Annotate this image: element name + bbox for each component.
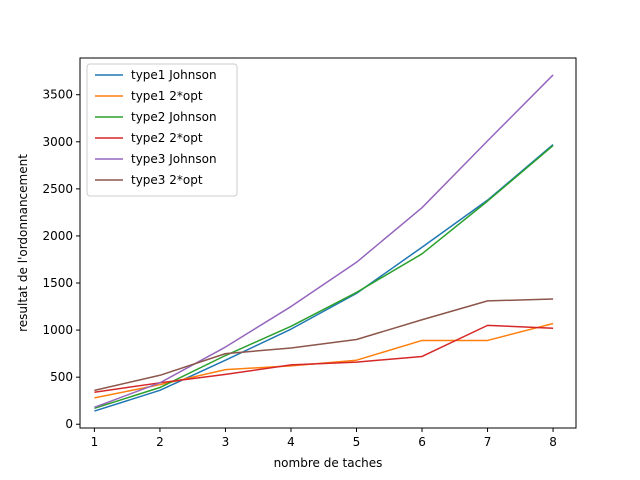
x-axis-ticks: 1 2 3 4 5 6 7 8 (91, 428, 557, 449)
y-tick-label: 3000 (42, 135, 73, 149)
y-tick-label: 3500 (42, 88, 73, 102)
x-tick-label: 5 (353, 435, 361, 449)
y-tick-label: 2000 (42, 229, 73, 243)
legend: type1 Johnson type1 2*opt type2 Johnson typ… (86, 63, 238, 197)
y-tick-label: 1500 (42, 276, 73, 290)
legend-label: type1 2*opt (131, 89, 203, 103)
y-axis-label: resultat de l'ordonnancement (16, 154, 30, 332)
series-line-type3-2-opt (94, 298, 554, 392)
legend-label: type2 Johnson (131, 110, 217, 124)
y-tick-label: 0 (65, 417, 73, 431)
x-tick-label: 7 (484, 435, 492, 449)
legend-label: type2 2*opt (131, 131, 203, 145)
x-tick-label: 3 (222, 435, 230, 449)
x-tick-label: 2 (156, 435, 164, 449)
legend-label: type3 Johnson (131, 152, 217, 166)
y-tick-label: 2500 (42, 182, 73, 196)
x-axis-label: nombre de taches (274, 456, 383, 470)
x-tick-label: 4 (287, 435, 295, 449)
y-tick-label: 1000 (42, 323, 73, 337)
x-tick-label: 8 (549, 435, 557, 449)
x-tick-label: 1 (91, 435, 99, 449)
legend-box (86, 63, 238, 197)
series-lines (94, 74, 554, 412)
plot-area-frame (79, 57, 577, 429)
series-line-type2-2-opt (94, 324, 554, 393)
series-line-type2-johnson (94, 144, 554, 409)
series-line-type3-johnson (94, 74, 554, 408)
x-tick-label: 6 (418, 435, 426, 449)
series-line-type1-johnson (94, 144, 554, 412)
legend-label: type3 2*opt (131, 173, 203, 187)
legend-label: type1 Johnson (131, 68, 217, 82)
y-tick-label: 500 (50, 370, 73, 384)
y-axis-ticks: 0 500 1000 1500 2000 2500 3000 3500 (42, 88, 80, 431)
